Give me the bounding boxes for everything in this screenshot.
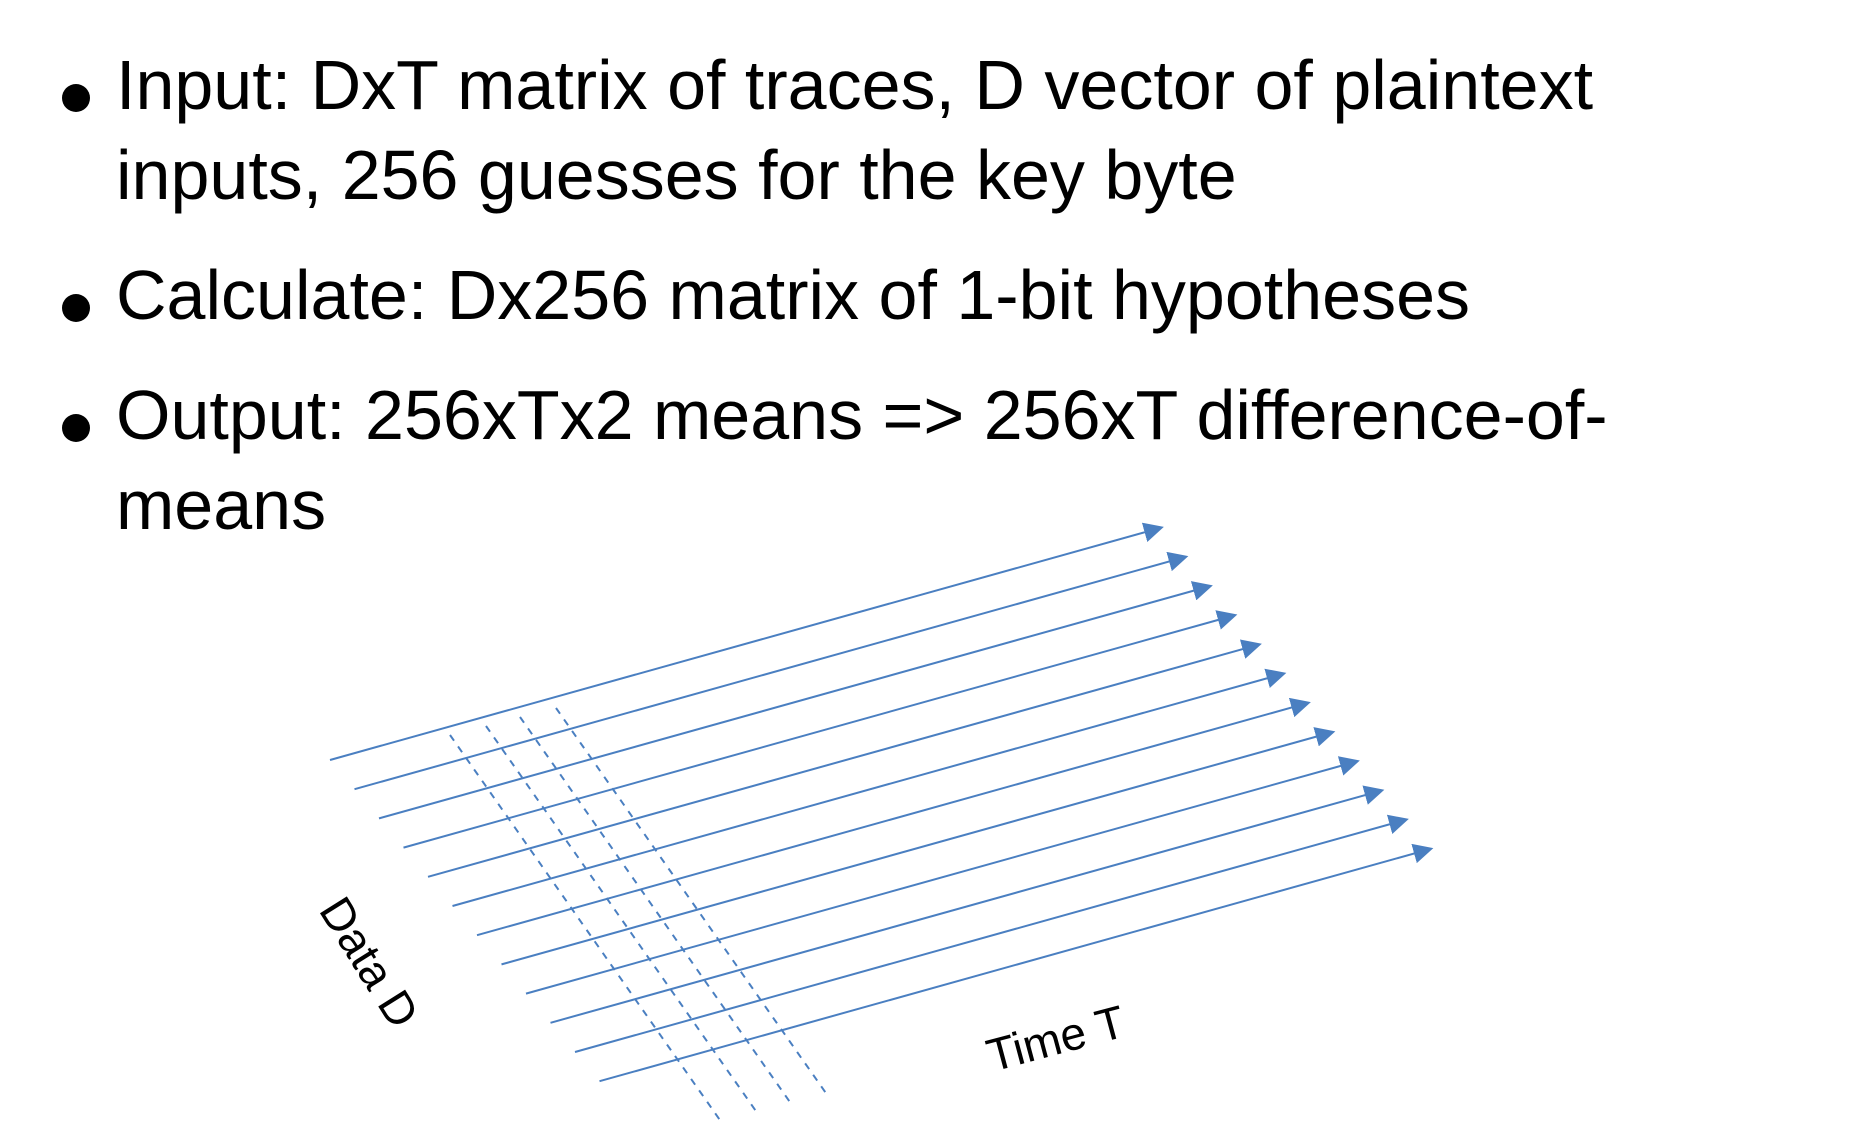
data-axis-label: Data D: [310, 888, 430, 1037]
trace-line: [452, 668, 1287, 907]
bullet-text-input: Input: DxT matrix of traces, D vector of…: [116, 46, 1594, 214]
trace-line: [378, 581, 1213, 820]
dashed-columns-group: [449, 707, 829, 1124]
bullet-dot-icon: [62, 84, 90, 112]
trace-line: [501, 727, 1336, 966]
trace-line: [525, 756, 1360, 995]
bullet-text-output: Output: 256xTx2 means => 256xT differenc…: [116, 376, 1608, 544]
dashed-time-column: [555, 707, 829, 1097]
bullet-dot-icon: [62, 414, 90, 442]
trace-line: [574, 814, 1409, 1053]
trace-lines-group: [329, 522, 1434, 1083]
trace-line: [354, 551, 1189, 791]
dashed-time-column: [485, 725, 759, 1115]
bullet-list: Input: DxT matrix of traces, D vector of…: [0, 0, 1868, 560]
trace-line: [599, 843, 1434, 1083]
trace-line: [427, 639, 1262, 878]
bullet-text-calculate: Calculate: Dx256 matrix of 1-bit hypothe…: [116, 256, 1470, 334]
trace-line: [476, 697, 1311, 937]
bullet-dot-icon: [62, 294, 90, 322]
dashed-time-column: [519, 716, 793, 1106]
time-axis-label: Time T: [981, 995, 1130, 1082]
trace-line: [550, 785, 1385, 1024]
dashed-time-column: [449, 734, 723, 1124]
trace-line: [329, 522, 1164, 761]
trace-line: [403, 610, 1238, 849]
